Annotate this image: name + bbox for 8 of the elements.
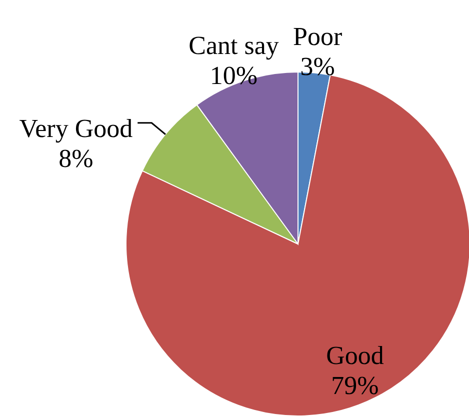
data-label: 3% <box>300 52 335 81</box>
slice-label: Good <box>326 340 384 370</box>
data-label: 79% <box>331 370 379 400</box>
data-label: 10% <box>210 61 258 90</box>
slice-label: Poor <box>293 22 342 51</box>
data-label: 8% <box>58 144 94 173</box>
slice-label: Very Good <box>19 114 133 143</box>
slice-label: Cant say <box>188 31 279 60</box>
